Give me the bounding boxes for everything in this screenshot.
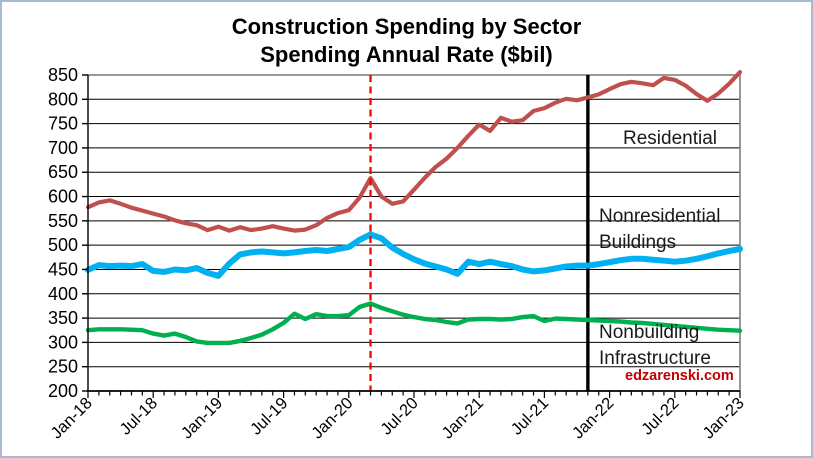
y-tick-label-250: 250 xyxy=(48,357,78,377)
y-tick-label-350: 350 xyxy=(48,308,78,328)
x-tick-label-Jan-20: Jan-20 xyxy=(308,394,356,442)
x-tick-label-Jan-23: Jan-23 xyxy=(699,394,747,442)
y-tick-label-750: 750 xyxy=(48,114,78,134)
label-nonresidential-line2: Buildings xyxy=(599,232,677,253)
y-tick-label-500: 500 xyxy=(48,235,78,255)
series-line-residential xyxy=(85,69,743,233)
label-nonresidential-line1: Nonresidential xyxy=(599,206,721,227)
y-tick-label-850: 850 xyxy=(48,65,78,85)
y-tick-label-400: 400 xyxy=(48,284,78,304)
chart-title-line2: Spending Annual Rate ($bil) xyxy=(260,42,553,67)
x-tick-label-Jul-21: Jul-21 xyxy=(508,394,553,439)
label-nonbuilding-line2: Infrastructure xyxy=(599,348,711,369)
chart-title: Construction Spending by Sector Spending… xyxy=(0,13,813,69)
chart-title-line1: Construction Spending by Sector xyxy=(231,14,582,39)
label-nonbuilding-line1: Nonbuilding xyxy=(599,322,700,343)
x-tick-label-Jan-22: Jan-22 xyxy=(569,394,617,442)
x-tick-label-Jul-19: Jul-19 xyxy=(247,394,292,439)
x-tick-label-Jan-18: Jan-18 xyxy=(47,394,95,442)
y-tick-label-450: 450 xyxy=(48,259,78,279)
y-tick-label-600: 600 xyxy=(48,187,78,207)
x-tick-label-Jul-18: Jul-18 xyxy=(117,394,162,439)
y-tick-label-700: 700 xyxy=(48,138,78,158)
y-tick-label-800: 800 xyxy=(48,89,78,109)
label-residential: Residential xyxy=(623,128,717,149)
y-tick-label-650: 650 xyxy=(48,162,78,182)
x-tick-label-Jul-20: Jul-20 xyxy=(377,394,422,439)
watermark: edzarenski.com xyxy=(625,368,734,384)
y-tick-label-550: 550 xyxy=(48,211,78,231)
series-line-nonbuilding-infrastructure xyxy=(85,301,743,346)
series-line-nonresidential-buildings xyxy=(85,231,743,279)
y-tick-label-200: 200 xyxy=(48,381,78,401)
x-tick-label-Jul-22: Jul-22 xyxy=(638,394,683,439)
x-tick-label-Jan-21: Jan-21 xyxy=(439,394,487,442)
y-tick-label-300: 300 xyxy=(48,332,78,352)
x-tick-label-Jan-19: Jan-19 xyxy=(178,394,226,442)
